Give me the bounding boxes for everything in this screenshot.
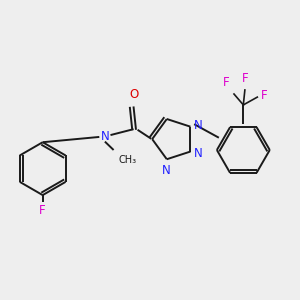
Text: O: O [129,88,138,101]
Text: F: F [223,76,229,89]
Text: F: F [39,204,46,217]
Text: N: N [194,147,203,160]
Text: N: N [162,164,170,177]
Text: F: F [261,89,268,102]
Text: N: N [100,130,109,142]
Text: N: N [194,118,203,132]
Text: CH₃: CH₃ [118,155,136,165]
Text: F: F [242,72,248,85]
